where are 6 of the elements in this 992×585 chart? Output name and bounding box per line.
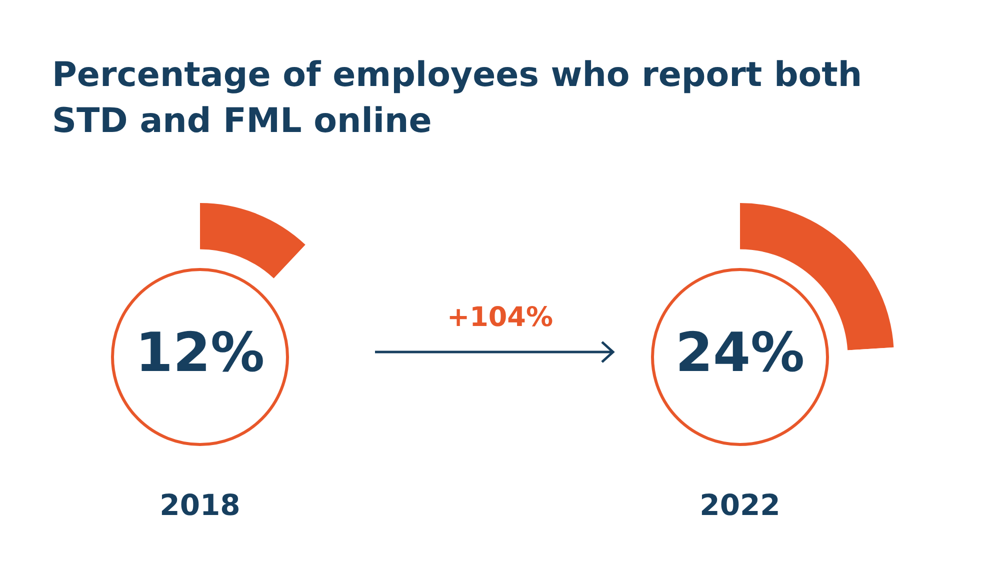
text: +104% xyxy=(446,302,554,333)
data-label: 24% xyxy=(675,321,805,384)
text: 2022 xyxy=(698,488,782,522)
text: 2018 xyxy=(158,488,242,522)
data-label: 12% xyxy=(135,321,265,384)
text: Percentage of employees who report both STD and FML online xyxy=(52,54,864,143)
